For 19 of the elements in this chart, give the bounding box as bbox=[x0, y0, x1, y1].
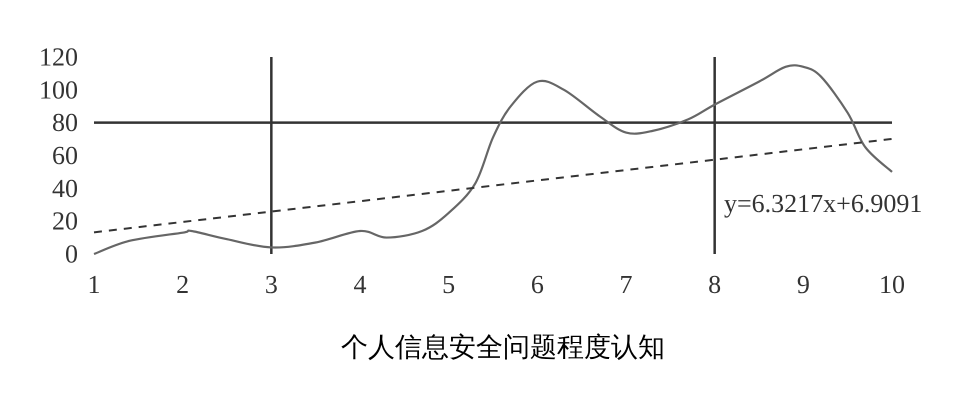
y-tick-label: 0 bbox=[65, 240, 78, 268]
y-tick-label: 80 bbox=[52, 108, 78, 138]
x-tick-label: 1 bbox=[88, 270, 100, 299]
y-tick-label: 120 bbox=[39, 42, 78, 72]
y-tick-label: 100 bbox=[39, 75, 78, 104]
x-tick-label: 4 bbox=[354, 270, 366, 299]
y-tick-label: 60 bbox=[52, 141, 78, 170]
x-tick-label: 10 bbox=[879, 270, 905, 299]
x-tick-label: 7 bbox=[620, 270, 632, 299]
x-tick-label: 5 bbox=[442, 270, 456, 299]
y-tick-label: 20 bbox=[52, 206, 78, 236]
annotation: y=6.3217x+6.9091 bbox=[724, 189, 922, 218]
x-tick-label: 2 bbox=[176, 270, 190, 299]
x-tick-label: 8 bbox=[708, 270, 722, 299]
x-axis-title: 个人信息安全问题程度认知 bbox=[341, 332, 665, 363]
y-tick-label: 40 bbox=[52, 174, 78, 203]
x-tick-label: 3 bbox=[264, 270, 278, 299]
x-tick-label: 9 bbox=[796, 270, 810, 299]
x-tick-label: 6 bbox=[530, 270, 544, 299]
